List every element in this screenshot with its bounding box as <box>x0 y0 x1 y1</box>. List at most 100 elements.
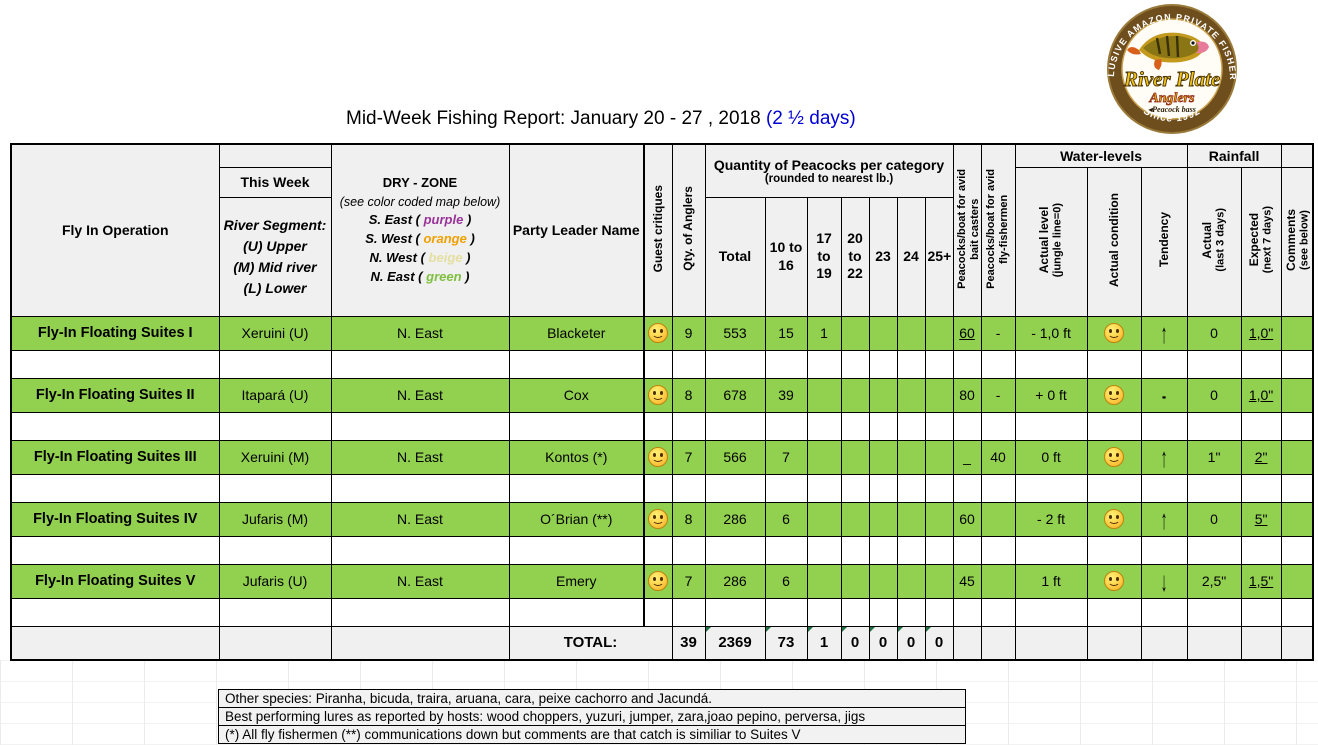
dry-zone: N. East <box>330 377 510 413</box>
bait-casters-value: _ <box>952 439 982 475</box>
cat-17-19 <box>806 563 842 599</box>
col-header-party-leader: Party Leader Name <box>508 143 645 317</box>
col-header-bait-casters: Peacocks/boat for avid bait casters <box>952 143 982 317</box>
qty-anglers: 7 <box>671 439 706 475</box>
water-condition <box>1086 315 1142 351</box>
col-header-10-16: 10 to 16 <box>764 196 808 317</box>
cat-25plus <box>924 377 954 413</box>
water-level: + 0 ft <box>1014 377 1088 413</box>
cat-17-19 <box>806 439 842 475</box>
cat-24 <box>896 501 926 537</box>
col-header-guest-critiques: Guest critiques <box>643 143 673 317</box>
zone-line-neast: N. East ( green ) <box>370 268 470 284</box>
fishing-report-table: Fly In Operation DRY - ZONE (see color c… <box>10 143 1315 661</box>
svg-text:River Plate: River Plate <box>1123 67 1220 91</box>
operation-name: Fly-In Floating Suites III <box>10 439 220 475</box>
comments-cell <box>1280 377 1314 413</box>
rain-expected: 2" <box>1240 439 1282 475</box>
cat-25plus <box>924 439 954 475</box>
rain-expected: 5" <box>1240 501 1282 537</box>
tendency-arrow-icon: - <box>1161 379 1167 412</box>
river-segment: Jufaris (M) <box>218 501 332 537</box>
cat-20-22 <box>840 377 870 413</box>
party-leader: Blacketer <box>508 315 645 351</box>
tendency-arrow-icon: ↑ <box>1160 441 1168 474</box>
water-level: - 1,0 ft <box>1014 315 1088 351</box>
water-level: 1 ft <box>1014 563 1088 599</box>
smiley-icon <box>1104 509 1125 529</box>
total-peacocks: 2369 <box>704 625 766 661</box>
smiley-icon <box>1104 571 1125 591</box>
col-header-20-22: 20 to 22 <box>840 196 870 317</box>
water-level: 0 ft <box>1014 439 1088 475</box>
cat-10-16: 15 <box>764 315 808 351</box>
group-header-rainfall: Rainfall <box>1186 143 1282 168</box>
guest-critique <box>643 315 673 351</box>
tendency-cell: - <box>1140 377 1188 413</box>
smiley-icon <box>648 385 669 405</box>
cat-23 <box>868 377 898 413</box>
cat-20-22 <box>840 439 870 475</box>
smiley-icon <box>648 571 669 591</box>
water-condition <box>1086 501 1142 537</box>
total-label: TOTAL: <box>508 625 673 661</box>
col-header-fly-in-operation: Fly In Operation <box>10 143 220 317</box>
qty-anglers: 9 <box>671 315 706 351</box>
smiley-icon <box>648 509 669 529</box>
spacer-row <box>10 411 1314 441</box>
total-24: 0 <box>896 625 926 661</box>
smiley-icon <box>1104 323 1125 343</box>
table-row-suites-1: Fly-In Floating Suites I Xeruini (U) N. … <box>10 315 1314 351</box>
col-header-fly-fishermen: Peacocks/boat for avid fly-fishermen <box>980 143 1016 317</box>
tendency-arrow-icon: ↓ <box>1160 565 1168 598</box>
peacocks-total: 286 <box>704 563 766 599</box>
cat-24 <box>896 563 926 599</box>
svg-text:◂Peacock bass: ◂Peacock bass <box>1148 105 1196 114</box>
rain-actual: 2,5" <box>1186 563 1242 599</box>
zone-line-swest: S. West ( orange ) <box>365 230 475 246</box>
fly-fishermen-value <box>980 563 1016 599</box>
footer-notes: Other species: Piranha, bicuda, traira, … <box>218 689 966 744</box>
fly-fishermen-value <box>980 501 1016 537</box>
spacer-row <box>10 473 1314 503</box>
cat-10-16: 6 <box>764 563 808 599</box>
cat-23 <box>868 439 898 475</box>
smiley-icon <box>1104 385 1125 405</box>
col-header-qty-anglers: Qty. of Anglers <box>671 143 706 317</box>
cat-25plus <box>924 315 954 351</box>
col-header-this-week: This Week <box>218 166 332 198</box>
cat-17-19 <box>806 377 842 413</box>
water-level: - 2 ft <box>1014 501 1088 537</box>
col-header-rain-expected: Expected (next 7 days) <box>1240 166 1282 317</box>
tendency-cell: ↑ <box>1140 439 1188 475</box>
col-header-24: 24 <box>896 196 926 317</box>
qty-anglers: 7 <box>671 563 706 599</box>
cat-25plus <box>924 563 954 599</box>
cat-23 <box>868 501 898 537</box>
party-leader: Emery <box>508 563 645 599</box>
note-best-lures: Best performing lures as reported by hos… <box>218 707 966 726</box>
party-leader: Cox <box>508 377 645 413</box>
dry-zone: N. East <box>330 439 510 475</box>
cat-23 <box>868 563 898 599</box>
comments-cell <box>1280 315 1314 351</box>
total-25plus: 0 <box>924 625 954 661</box>
col-header-dry-zone: DRY - ZONE (see color coded map below) S… <box>330 143 510 317</box>
dry-zone-title: DRY - ZONE <box>382 175 458 191</box>
total-20-22: 0 <box>840 625 870 661</box>
dry-zone: N. East <box>330 315 510 351</box>
page-title: Mid-Week Fishing Report: January 20 - 27… <box>346 108 856 130</box>
comments-cell <box>1280 563 1314 599</box>
rain-expected: 1,0" <box>1240 315 1282 351</box>
cat-20-22 <box>840 563 870 599</box>
qty-anglers: 8 <box>671 377 706 413</box>
group-header-peacocks: Quantity of Peacocks per category (round… <box>704 143 954 198</box>
rain-actual: 0 <box>1186 501 1242 537</box>
group-header-water-levels: Water-levels <box>1014 143 1188 168</box>
cat-20-22 <box>840 501 870 537</box>
guest-critique <box>643 501 673 537</box>
river-segment: Xeruini (U) <box>218 315 332 351</box>
tendency-cell: ↑ <box>1140 501 1188 537</box>
col-header-25plus: 25+ <box>924 196 954 317</box>
bait-casters-value: 80 <box>952 377 982 413</box>
